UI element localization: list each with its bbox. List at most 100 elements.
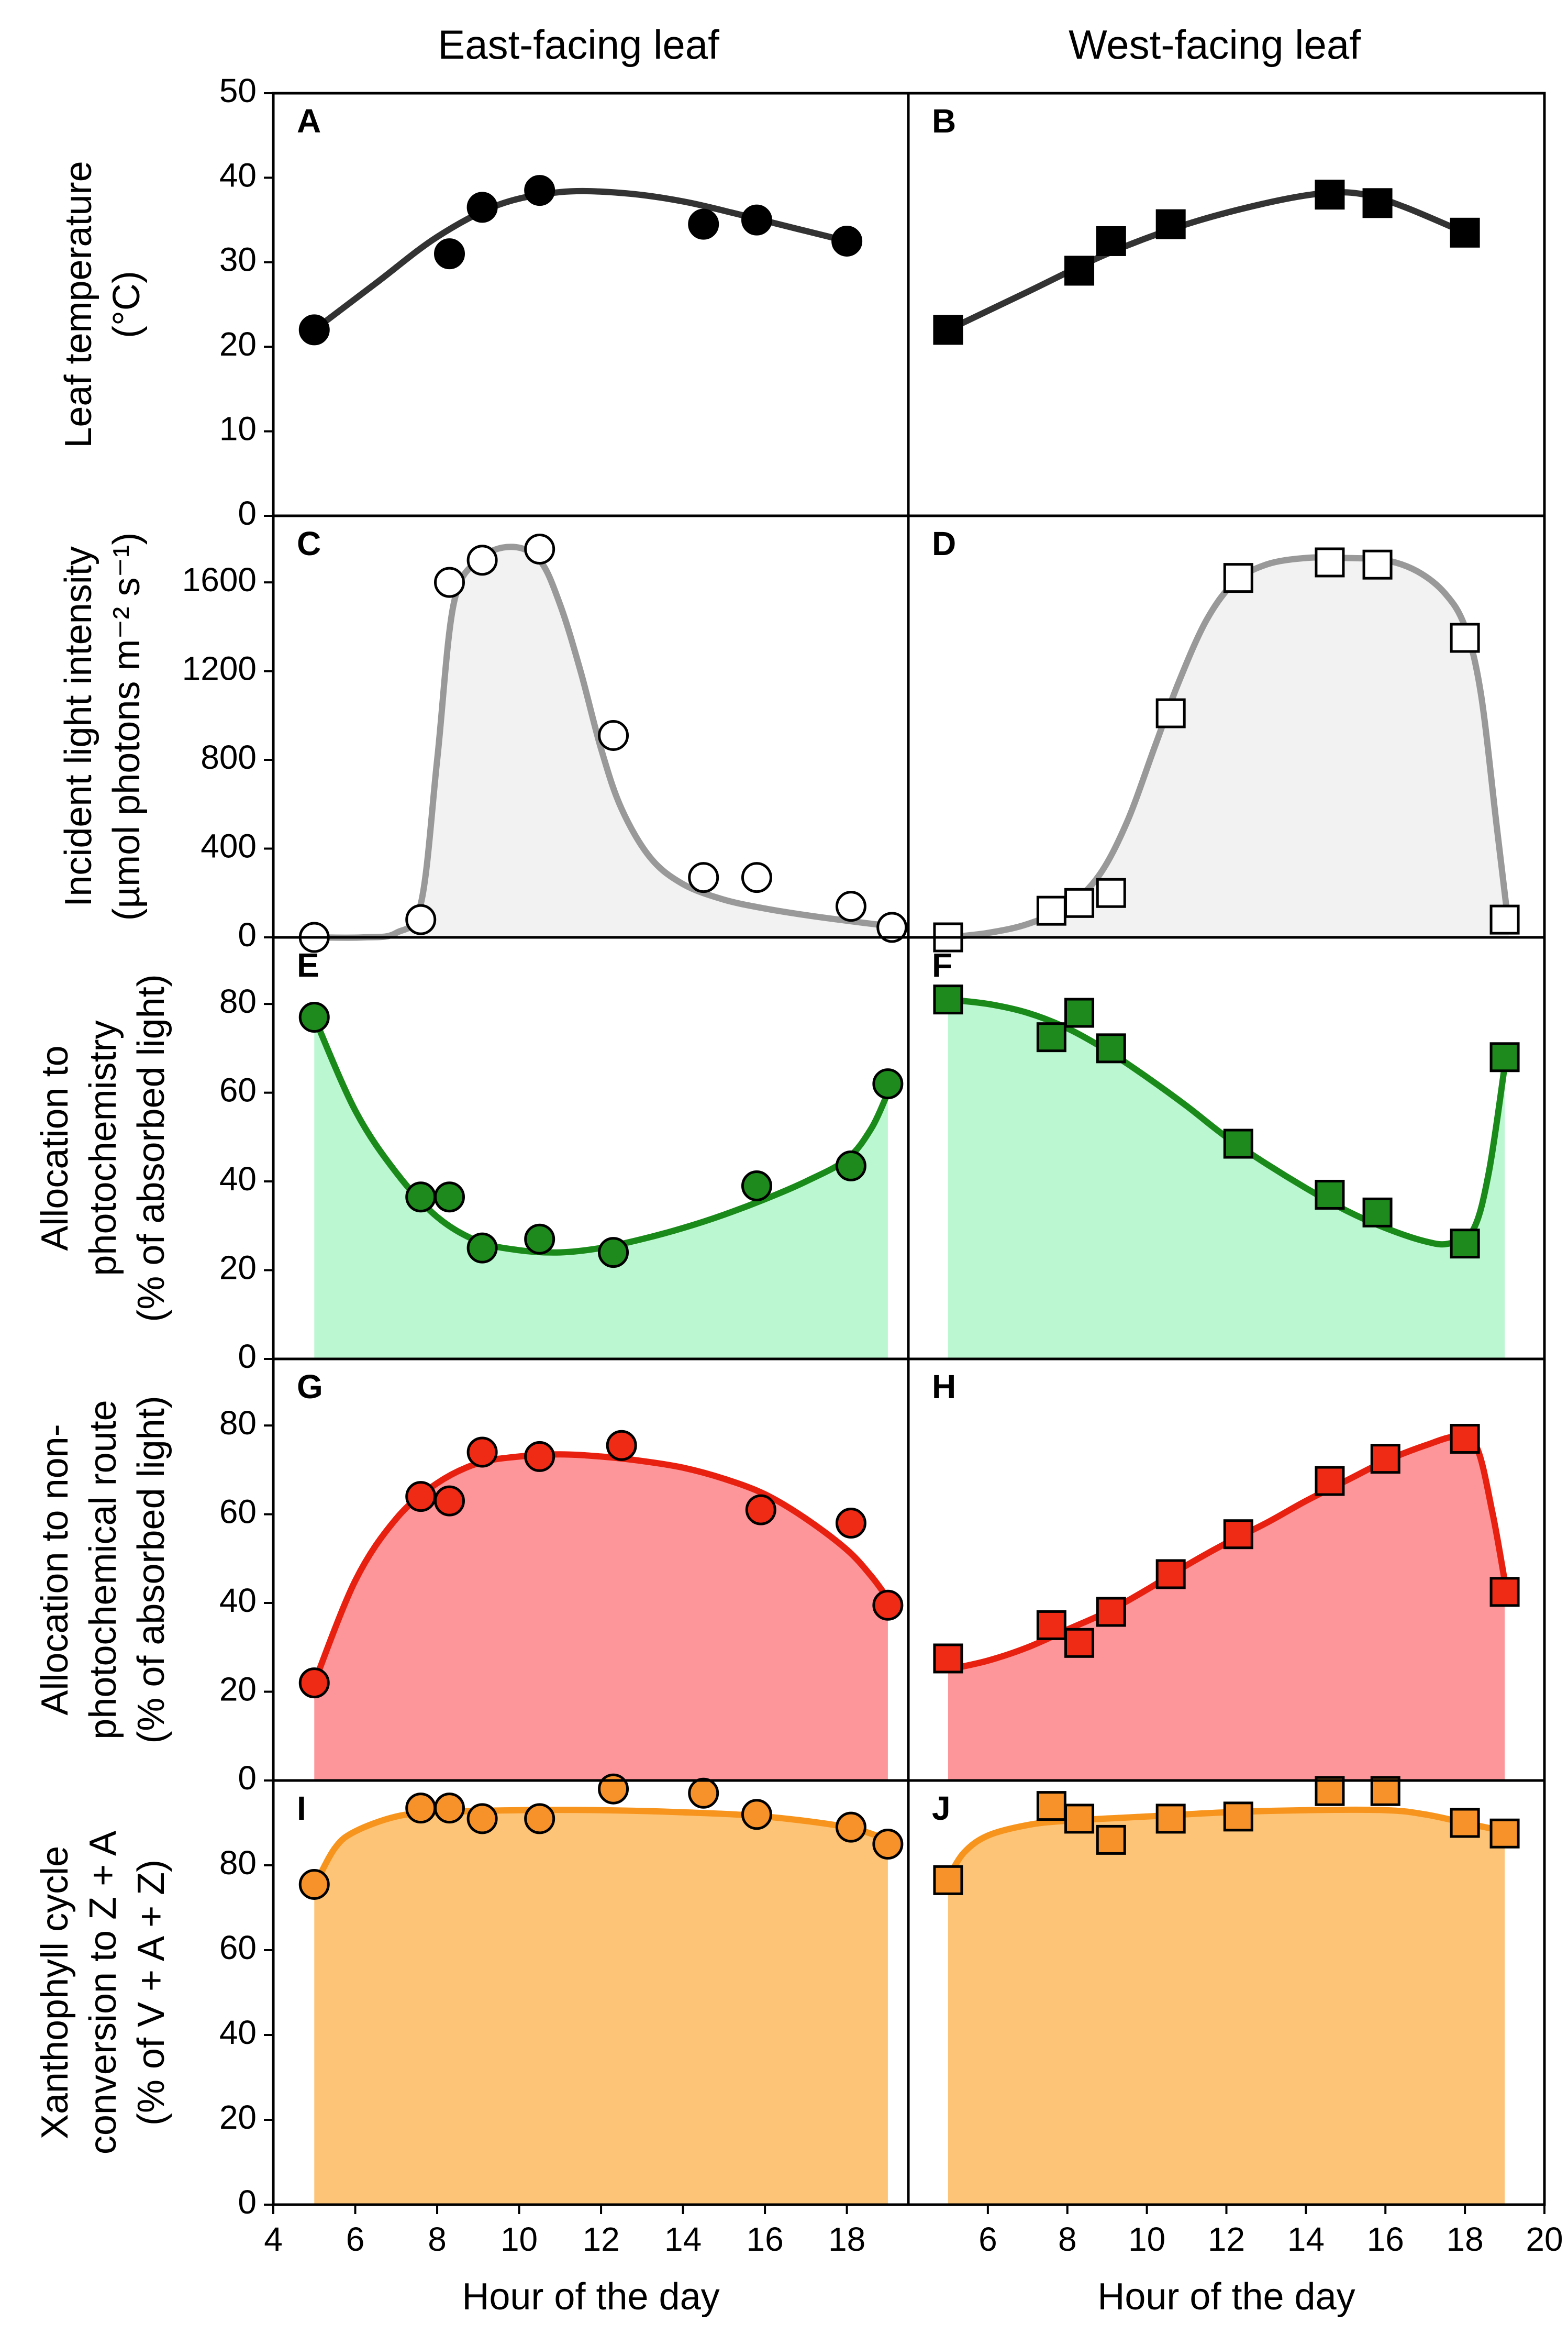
- data-point-i: [741, 1799, 772, 1830]
- data-point-d: [1155, 698, 1186, 728]
- x-tick-label: 14: [1287, 2220, 1325, 2258]
- x-tick-label: 10: [501, 2220, 538, 2258]
- data-point-i: [872, 1829, 904, 1860]
- panel-letter-j: J: [932, 1789, 951, 1827]
- data-point-b: [933, 315, 963, 345]
- y-tick-label-row2: 1600: [182, 561, 257, 599]
- data-point-h: [1155, 1559, 1186, 1589]
- data-point-f: [1489, 1042, 1520, 1072]
- data-point-h: [933, 1643, 963, 1674]
- data-point-j: [1489, 1818, 1520, 1849]
- y-tick-label-row1: 50: [219, 72, 257, 109]
- x-tick-label: 18: [1447, 2220, 1484, 2258]
- data-point-c: [524, 534, 555, 565]
- y-tick-label-row5: 20: [219, 2098, 257, 2136]
- data-point-d: [1489, 904, 1520, 935]
- data-point-d: [1450, 623, 1480, 653]
- y-tick-label-row2: 1200: [182, 649, 257, 687]
- data-point-d: [1315, 547, 1345, 578]
- panel-letter-a: A: [297, 102, 321, 140]
- data-point-g: [606, 1430, 637, 1461]
- x-tick-label: 8: [1058, 2220, 1077, 2258]
- data-point-c: [466, 545, 498, 576]
- data-point-b: [1064, 256, 1095, 286]
- y-axis-title-row3-line3: (% of absorbed light): [130, 974, 172, 1322]
- data-point-f: [1036, 1022, 1066, 1053]
- data-point-c: [405, 904, 437, 935]
- y-tick-label-row3: 80: [219, 982, 257, 1020]
- data-point-d: [1036, 895, 1066, 926]
- y-axis-title-row5-line3: (% of V + A + Z): [130, 1860, 172, 2126]
- x-tick-label: 16: [1367, 2220, 1404, 2258]
- data-point-a: [434, 238, 465, 270]
- data-point-d: [1362, 549, 1393, 580]
- panel-letter-e: E: [297, 946, 319, 984]
- panel-letter-i: I: [297, 1789, 306, 1827]
- data-point-j: [1036, 1791, 1066, 1821]
- data-point-g: [405, 1481, 437, 1512]
- y-tick-label-row2: 0: [238, 916, 257, 954]
- data-point-i: [598, 1773, 629, 1805]
- data-point-b: [1450, 217, 1480, 248]
- data-point-i: [688, 1777, 719, 1809]
- fit-curve-j: [944, 1806, 1508, 1882]
- data-point-g: [872, 1589, 904, 1621]
- area-fill-j: [948, 1809, 1505, 2205]
- x-tick-label: 6: [346, 2220, 365, 2258]
- x-tick-label: 16: [747, 2220, 784, 2258]
- data-point-d: [1064, 888, 1095, 918]
- x-tick-label: 14: [664, 2220, 702, 2258]
- data-point-h: [1489, 1577, 1520, 1607]
- data-point-f: [1362, 1197, 1393, 1227]
- data-point-h: [1064, 1628, 1095, 1658]
- y-tick-label-row3: 0: [238, 1337, 257, 1375]
- data-point-i: [298, 1868, 330, 1900]
- y-axis-title-row5-line1: Xanthophyll cycle: [34, 1846, 76, 2139]
- y-tick-label-row1: 20: [219, 325, 257, 363]
- y-tick-label-row4: 0: [238, 1759, 257, 1797]
- text-layer: Leaf temperature (°C) Incident light inten…: [34, 72, 1563, 2318]
- y-tick-label-row5: 40: [219, 2014, 257, 2051]
- data-point-i: [524, 1803, 555, 1834]
- panel-letter-b: B: [932, 102, 956, 140]
- data-point-a: [741, 204, 772, 236]
- data-point-h: [1370, 1444, 1400, 1474]
- y-axis-title-row1-line1: Leaf temperature: [58, 161, 99, 448]
- y-tick-label-row3: 40: [219, 1160, 257, 1198]
- x-tick-label: 8: [428, 2220, 447, 2258]
- y-tick-label-row1: 10: [219, 410, 257, 448]
- data-point-g: [298, 1667, 330, 1699]
- panel-letter-f: F: [932, 946, 952, 984]
- data-point-j: [1315, 1776, 1345, 1806]
- y-axis-title-row2-line2: (µmol photons m⁻² s⁻¹): [106, 533, 148, 921]
- y-tick-label-row1: 30: [219, 241, 257, 279]
- y-axis-title-row4-line2: photochemical route: [82, 1400, 124, 1739]
- fill-layer: [314, 547, 1509, 2205]
- data-point-h: [1315, 1466, 1345, 1496]
- y-axis-title-row1-line2: (°C): [106, 271, 148, 338]
- area-fill-h: [948, 1436, 1505, 1780]
- data-point-e: [524, 1223, 555, 1255]
- x-tick-label: 10: [1128, 2220, 1165, 2258]
- data-point-g: [745, 1494, 776, 1525]
- data-point-f: [1064, 998, 1095, 1028]
- x-tick-label: 6: [978, 2220, 997, 2258]
- data-point-e: [434, 1181, 465, 1213]
- data-point-f: [1096, 1033, 1126, 1064]
- data-point-i: [434, 1793, 465, 1824]
- area-fill-f: [948, 999, 1505, 1359]
- data-point-a: [466, 192, 498, 223]
- data-point-j: [933, 1865, 963, 1895]
- data-point-g: [524, 1441, 555, 1472]
- panel-letter-g: G: [297, 1368, 323, 1406]
- data-point-h: [1036, 1610, 1066, 1640]
- y-tick-label-row4: 60: [219, 1492, 257, 1530]
- data-point-c: [598, 720, 629, 751]
- data-point-a: [831, 225, 863, 257]
- data-point-c: [688, 862, 719, 893]
- x-tick-label: 18: [828, 2220, 865, 2258]
- data-point-e: [405, 1181, 437, 1213]
- y-tick-label-row3: 20: [219, 1248, 257, 1286]
- data-point-g: [466, 1436, 498, 1468]
